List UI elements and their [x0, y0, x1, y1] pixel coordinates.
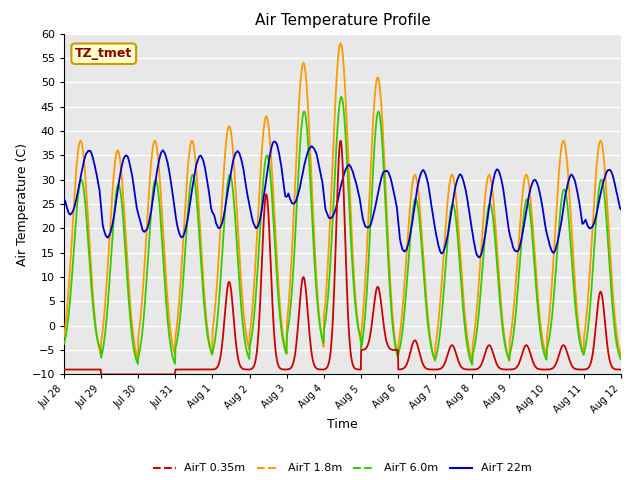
- X-axis label: Time: Time: [327, 418, 358, 431]
- Title: Air Temperature Profile: Air Temperature Profile: [255, 13, 430, 28]
- Legend: AirT 0.35m, AirT 1.8m, AirT 6.0m, AirT 22m: AirT 0.35m, AirT 1.8m, AirT 6.0m, AirT 2…: [149, 459, 536, 478]
- Text: TZ_tmet: TZ_tmet: [75, 47, 132, 60]
- Y-axis label: Air Temperature (C): Air Temperature (C): [16, 143, 29, 265]
